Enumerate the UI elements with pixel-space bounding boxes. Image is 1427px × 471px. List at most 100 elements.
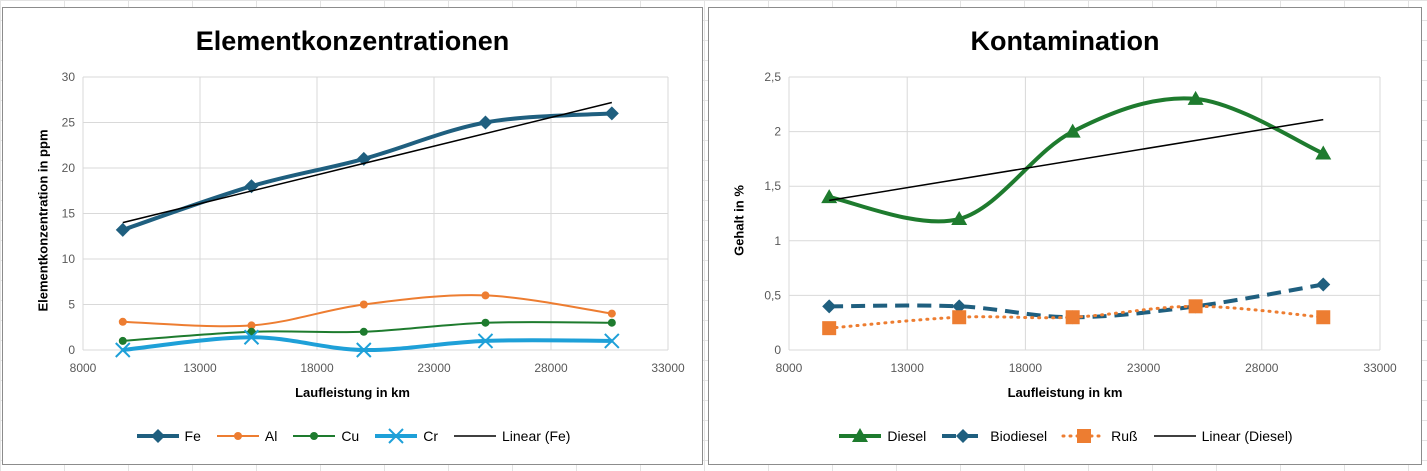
data-point — [1064, 123, 1081, 138]
series-al — [118, 291, 616, 330]
data-point — [604, 106, 619, 121]
data-point — [821, 189, 838, 204]
legend-swatch — [839, 428, 882, 442]
legend-swatch — [1061, 429, 1107, 443]
series-line — [122, 335, 612, 353]
data-point — [115, 342, 131, 358]
data-point — [822, 299, 837, 314]
legend-marker — [956, 429, 971, 443]
data-point — [477, 333, 494, 349]
legend: Fe Al Cu Cr Linear (Fe) — [3, 428, 702, 444]
x-tick-label: 23000 — [1127, 361, 1161, 375]
series-ruß — [822, 299, 1331, 336]
legend-swatch — [454, 435, 496, 437]
legend-item: Biodiesel — [940, 428, 1047, 444]
legend-item: Fe — [135, 428, 201, 444]
legend-swatch — [216, 432, 259, 440]
data-point — [607, 309, 616, 318]
chart-elementkonzentrationen[interactable]: Elementkonzentrationen 8000 13000 18000 230… — [2, 7, 703, 465]
data-point — [118, 336, 127, 345]
chart-kontamination[interactable]: Kontamination 8000 13000 18000 23000 28000 33… — [708, 7, 1422, 465]
chart-title: Elementkonzentrationen — [195, 26, 510, 56]
legend-label: Fe — [184, 428, 201, 444]
data-point — [1316, 277, 1331, 292]
data-point — [481, 318, 490, 327]
legend-marker — [852, 428, 869, 442]
trendline — [829, 118, 1324, 202]
x-tick-label: 13000 — [183, 361, 217, 375]
legend-item: Al — [215, 428, 277, 444]
data-point — [115, 222, 130, 237]
data-point — [359, 300, 368, 309]
legend-item: Linear (Diesel) — [1152, 428, 1293, 444]
y-tick-label: 10 — [62, 252, 76, 266]
y-tick-label: 5 — [68, 298, 75, 312]
data-point — [1316, 310, 1331, 325]
series-cr — [115, 329, 620, 358]
x-axis-label: Laufleistung in km — [1007, 385, 1123, 400]
data-point — [247, 321, 256, 330]
legend-swatch — [293, 432, 336, 440]
legend-marker — [310, 432, 319, 440]
data-point — [359, 327, 368, 336]
data-point — [356, 342, 372, 358]
y-axis-label: Elementkonzentration in ppm — [35, 129, 51, 312]
y-axis-label: Gehalt in % — [731, 185, 747, 256]
legend-label: Cu — [341, 428, 360, 444]
legend-marker — [1077, 429, 1092, 443]
legend-swatch — [136, 429, 179, 443]
data-point — [604, 333, 620, 349]
y-tick-label: 15 — [62, 207, 76, 221]
legend-label: Al — [264, 428, 278, 444]
legend-item: Diesel — [837, 428, 926, 444]
y-tick-label: 1 — [774, 234, 781, 248]
y-tick-label: 25 — [62, 116, 76, 130]
legend-label: Ruß — [1111, 428, 1138, 444]
data-point — [1187, 90, 1204, 105]
plot-area: 8000 13000 18000 23000 28000 33000 0 0,5 1 1,5 2 2,… — [764, 70, 1397, 375]
legend-marker — [150, 429, 165, 443]
legend-label: Diesel — [887, 428, 927, 444]
legend-item: Cu — [291, 428, 359, 444]
legend: Diesel Biodiesel Ruß Linear (Diesel) — [709, 428, 1421, 444]
legend-swatch — [942, 429, 985, 443]
x-tick-label: 33000 — [651, 361, 685, 375]
x-tick-label: 28000 — [534, 361, 568, 375]
y-tick-label: 2,5 — [764, 70, 781, 84]
x-tick-label: 18000 — [300, 361, 334, 375]
x-tick-label: 23000 — [417, 361, 451, 375]
legend-marker — [233, 432, 242, 440]
legend-item: Linear (Fe) — [452, 428, 570, 444]
trendline — [122, 101, 613, 224]
data-point — [822, 321, 837, 336]
x-tick-label: 18000 — [1009, 361, 1043, 375]
data-point — [1188, 299, 1203, 314]
legend-item: Cr — [373, 428, 438, 444]
data-point — [247, 327, 256, 336]
series-cu — [118, 318, 616, 345]
legend-label: Cr — [423, 428, 438, 444]
x-axis-label: Laufleistung in km — [295, 385, 410, 400]
data-point — [478, 115, 493, 130]
y-tick-label: 0 — [68, 343, 75, 357]
data-point — [243, 329, 260, 345]
data-point — [1315, 145, 1332, 160]
y-tick-label: 30 — [62, 70, 76, 84]
y-tick-label: 2 — [774, 125, 781, 139]
y-tick-label: 20 — [62, 161, 76, 175]
x-tick-label: 13000 — [891, 361, 925, 375]
legend-label: Linear (Diesel) — [1201, 428, 1293, 444]
x-tick-label: 8000 — [776, 361, 803, 375]
y-tick-label: 0,5 — [764, 288, 781, 302]
series-fe — [115, 106, 619, 237]
chart-title: Kontamination — [970, 26, 1160, 56]
data-point — [952, 299, 967, 314]
legend-item: Ruß — [1061, 428, 1138, 444]
legend-swatch — [1153, 435, 1196, 437]
legend-swatch — [375, 428, 418, 444]
data-point — [951, 210, 968, 225]
x-tick-label: 8000 — [70, 361, 97, 375]
data-point — [952, 310, 967, 325]
data-point — [1065, 310, 1080, 325]
x-tick-label: 28000 — [1245, 361, 1279, 375]
